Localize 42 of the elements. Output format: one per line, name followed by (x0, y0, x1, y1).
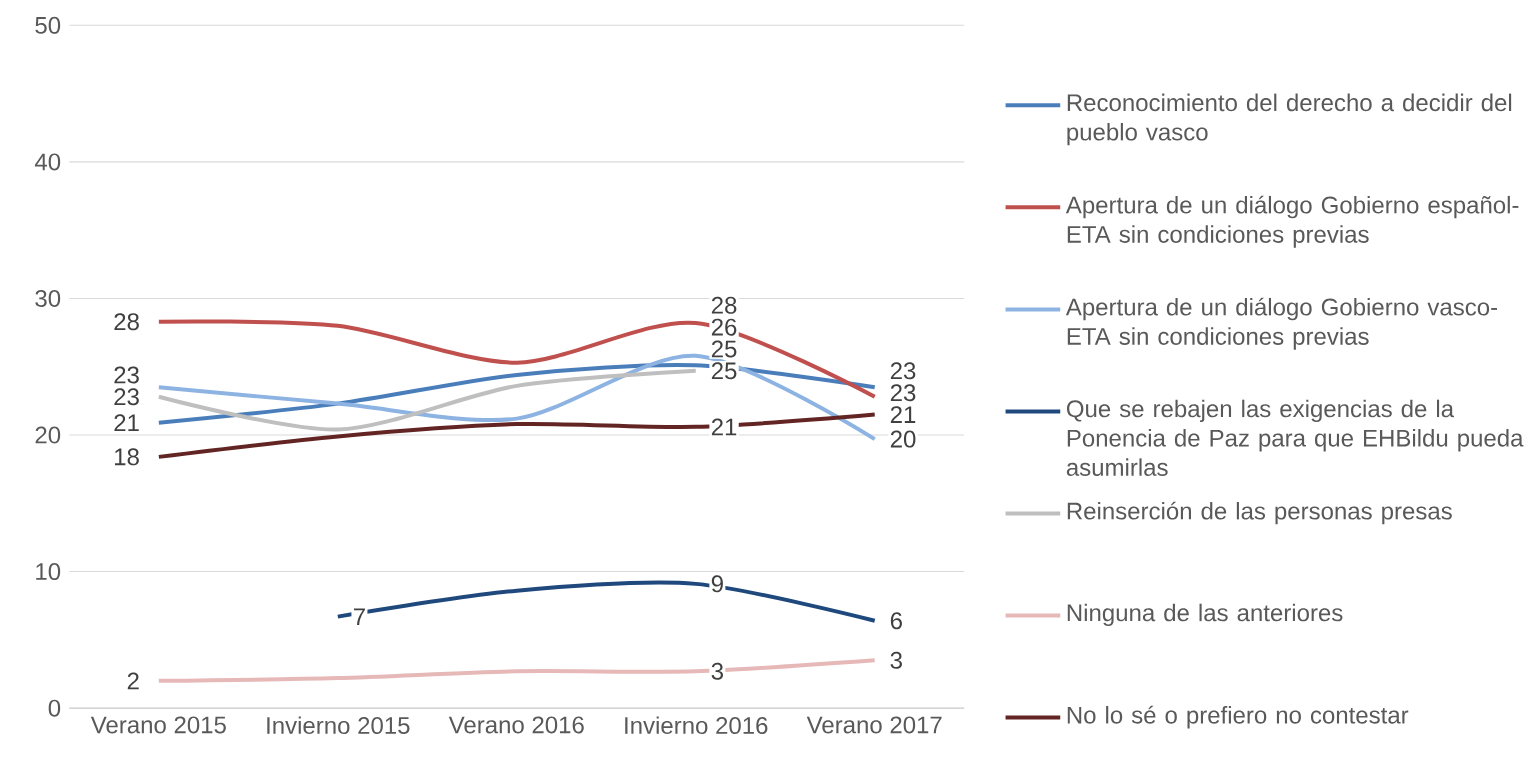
legend-label: Apertura de un diálogo Gobierno español-ETA sin condiciones previas (1065, 195, 1519, 248)
data-label: 25 (711, 362, 737, 380)
data-label: 25 (711, 340, 737, 358)
data-label: 23 (114, 388, 139, 406)
legend-label: Reinserción de las personas presas (1067, 501, 1452, 525)
y-tick-label: 20 (35, 426, 61, 444)
data-label: 21 (890, 405, 916, 423)
line-series (156, 658, 877, 683)
line-series (156, 319, 877, 399)
data-label: 28 (711, 296, 737, 314)
legend-label: Apertura de un diálogo Gobierno vasco-ETA sin condiciones previas (1065, 297, 1498, 350)
data-label: 20 (890, 430, 916, 448)
data-label: 2 (127, 672, 139, 689)
y-tick-label: 30 (35, 289, 61, 307)
data-label: 3 (890, 651, 902, 669)
legend-label: Que se rebajen las exigencias de la Ponencia de Paz para que EHBildu pueda asumirlas (1066, 399, 1524, 476)
x-tick-label: Verano 2017 (806, 716, 942, 734)
x-tick-label: Invierno 2016 (625, 716, 768, 734)
line-series (156, 412, 877, 459)
data-label: 23 (890, 383, 916, 401)
data-label: 23 (890, 362, 916, 380)
legend-label: Ninguna de las anteriores (1067, 603, 1343, 626)
data-label: 28 (114, 312, 139, 330)
legend-label: Reconocimiento del derecho a decidir del pueblo vasco (1067, 93, 1512, 146)
data-label: 7 (353, 608, 365, 625)
data-label: 18 (115, 448, 139, 466)
data-label: 26 (711, 318, 737, 336)
legend-label: No lo sé o prefiero no contestar (1067, 705, 1409, 729)
data-label: 9 (711, 575, 723, 593)
data-label: 23 (114, 366, 139, 384)
x-tick-label: Verano 2015 (90, 716, 226, 734)
x-tick-label: Invierno 2015 (267, 716, 410, 734)
data-label: 21 (711, 418, 737, 435)
line-series (156, 368, 698, 432)
data-label: 6 (890, 612, 902, 629)
data-label: 21 (114, 414, 139, 431)
data-label: 3 (711, 662, 723, 680)
y-tick-label: 0 (48, 699, 61, 717)
x-tick-label: Verano 2016 (448, 716, 584, 734)
y-tick-label: 50 (35, 16, 61, 34)
y-tick-label: 40 (34, 153, 61, 171)
y-tick-label: 10 (36, 562, 61, 580)
